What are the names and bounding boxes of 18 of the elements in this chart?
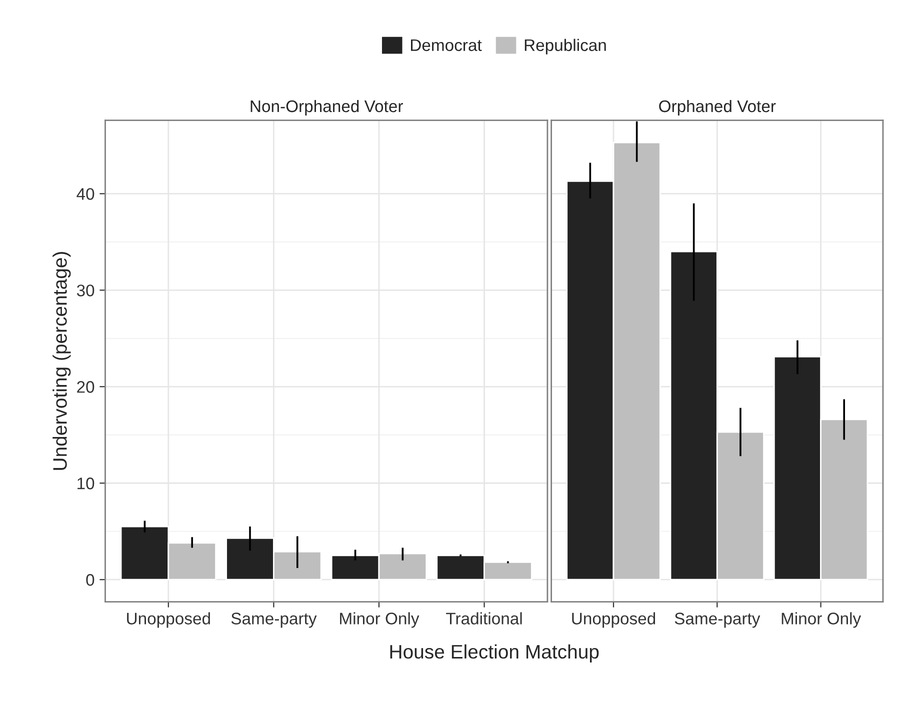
x-tick-label: Traditional bbox=[446, 612, 522, 624]
y-tick-label: 10 bbox=[78, 478, 94, 490]
chart-title: Orphaned Voter bbox=[659, 100, 776, 116]
x-tick-label: Unopposed bbox=[572, 612, 656, 628]
x-tick-label: Unopposed bbox=[127, 612, 210, 628]
x-tick-label: Minor Only bbox=[340, 612, 420, 628]
legend-label: Democrat bbox=[410, 39, 482, 52]
y-tick-label: 20 bbox=[77, 381, 94, 393]
y-tick-label: 30 bbox=[76, 284, 94, 296]
chart-title: Non-Orphaned Voter bbox=[250, 100, 403, 116]
x-tick-label: Minor Only bbox=[782, 612, 862, 628]
y-tick-label: 40 bbox=[76, 188, 94, 200]
x-tick-label: Same-party bbox=[674, 612, 760, 628]
x-tick-label: Same-party bbox=[231, 612, 317, 628]
x-axis-title: House Election Matchup bbox=[390, 644, 599, 662]
y-axis-title: Undervoting (percentage) bbox=[52, 252, 71, 470]
y-tick-label: 0 bbox=[86, 574, 94, 586]
legend-label: Republican bbox=[524, 38, 606, 54]
